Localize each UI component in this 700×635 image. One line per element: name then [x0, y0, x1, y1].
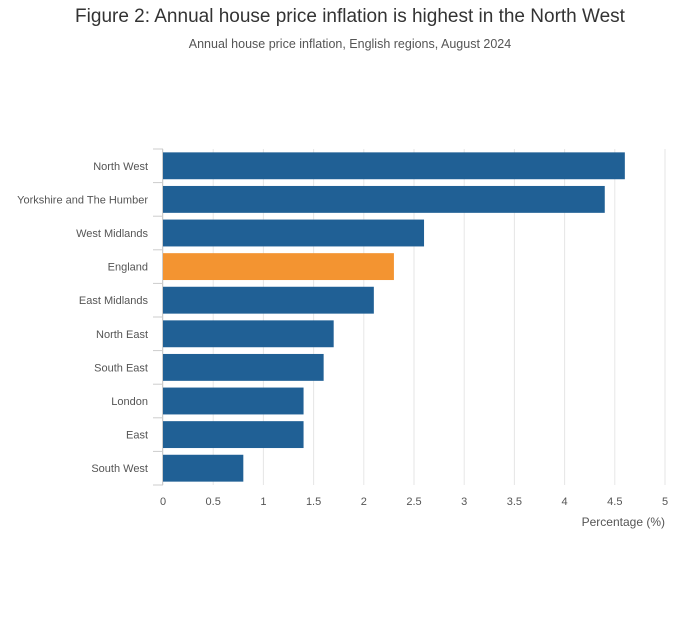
bar [163, 387, 304, 415]
category-label: North East [96, 329, 148, 341]
x-tick-label: 4 [562, 496, 568, 508]
bars [163, 152, 625, 482]
category-label: Yorkshire and The Humber [17, 194, 148, 206]
x-tick-label: 1 [260, 496, 266, 508]
x-tick-label: 0.5 [206, 496, 221, 508]
x-axis-title: Percentage (%) [582, 515, 665, 529]
category-label: South East [94, 362, 148, 374]
category-label: England [108, 262, 148, 274]
chart-subtitle: Annual house price inflation, English re… [188, 37, 512, 51]
bar [163, 286, 374, 314]
x-tick-label: 1.5 [306, 496, 321, 508]
bar [163, 253, 394, 281]
x-tick-label: 2 [361, 496, 367, 508]
category-label: West Midlands [76, 228, 148, 240]
category-label: London [111, 396, 148, 408]
bar [163, 219, 425, 247]
category-label: South West [91, 463, 148, 475]
bar [163, 421, 304, 449]
chart-title: Figure 2: Annual house price inflation i… [75, 6, 625, 27]
bar [163, 320, 334, 348]
x-tick-label: 3 [461, 496, 467, 508]
category-label: East [126, 430, 148, 442]
x-tick-labels: 0 0.5 1 1.5 2 2.5 3 3.5 4 4.5 5 [160, 496, 668, 508]
x-tick-label: 3.5 [507, 496, 522, 508]
x-tick-label: 4.5 [607, 496, 622, 508]
category-label: North West [93, 161, 148, 173]
x-tick-label: 2.5 [406, 496, 421, 508]
x-tick-label: 0 [160, 496, 166, 508]
bar [163, 152, 625, 180]
bar [163, 353, 324, 381]
x-tick-label: 5 [662, 496, 668, 508]
bar [163, 185, 605, 213]
bar [163, 454, 244, 482]
category-labels: North West Yorkshire and The Humber West M… [17, 161, 148, 475]
category-label: East Midlands [79, 295, 149, 307]
